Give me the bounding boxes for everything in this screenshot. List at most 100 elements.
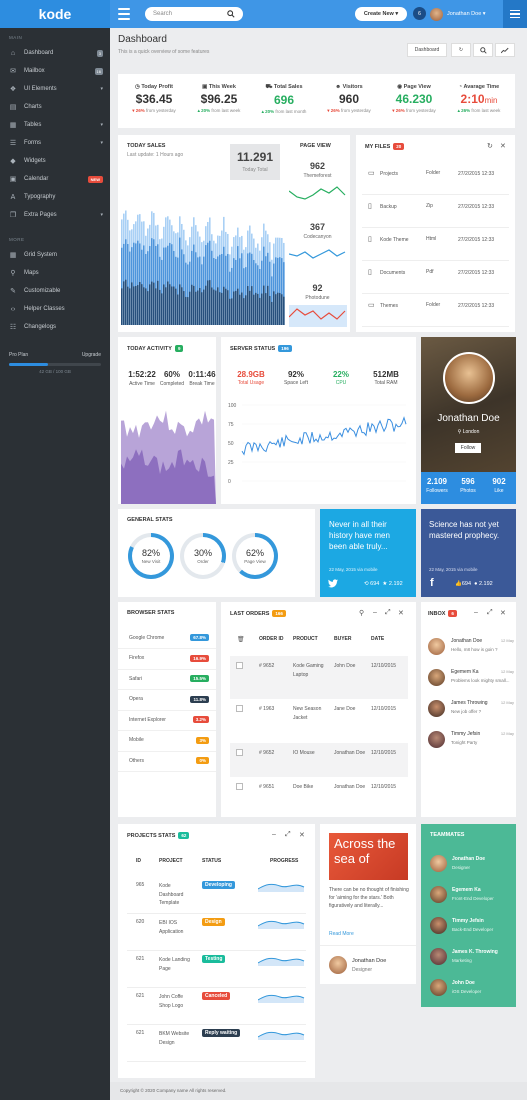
search-icon[interactable]: ⚲ bbox=[359, 610, 365, 617]
orders-header: ORDER ID bbox=[259, 636, 284, 642]
file-row[interactable]: ▯ Backup Zip 27/2/2015 12:33 bbox=[362, 198, 509, 228]
stat-unit: min bbox=[484, 96, 498, 105]
table-icon: ▦ bbox=[9, 122, 17, 129]
refresh-icon[interactable]: ↻ bbox=[487, 143, 493, 150]
sidebar-item-dashboard[interactable]: ⌂ Dashboard 3 bbox=[9, 46, 103, 60]
inbox-message[interactable]: Egemem Ka 12 May Problems look mighty smal… bbox=[428, 667, 514, 697]
minimize-icon[interactable]: – bbox=[272, 831, 276, 838]
expand-icon[interactable]: ⤢ bbox=[385, 609, 391, 616]
sidebar-item-mailbox[interactable]: ✉ Mailbox 16 bbox=[9, 64, 103, 78]
sidebar-item-extra-pages[interactable]: ❐ Extra Pages ▾ bbox=[9, 208, 103, 222]
sidebar-item-typography[interactable]: A Typography bbox=[9, 190, 103, 204]
sales-bar-mid bbox=[249, 252, 251, 325]
row-checkbox[interactable] bbox=[236, 749, 243, 756]
create-new-button[interactable]: Create New ▾ bbox=[355, 7, 407, 21]
app-logo[interactable]: kode bbox=[0, 0, 110, 28]
file-name: Kode Theme bbox=[380, 237, 409, 243]
file-row[interactable]: ▭ Projects Folder 27/2/2015 12:33 bbox=[362, 165, 509, 195]
close-icon[interactable]: ✕ bbox=[500, 610, 506, 617]
sidebar-item-charts[interactable]: ▤ Charts bbox=[9, 100, 103, 114]
sidebar-item-ui-elements[interactable]: ❖ UI Elements ▾ bbox=[9, 82, 103, 96]
browser-value: 67.8% bbox=[190, 634, 209, 641]
close-icon[interactable]: ✕ bbox=[299, 832, 305, 839]
table-row[interactable] bbox=[230, 743, 408, 777]
row-checkbox[interactable] bbox=[236, 662, 243, 669]
search-icon[interactable] bbox=[473, 43, 493, 57]
dashboard-button[interactable]: Dashboard bbox=[407, 43, 447, 57]
right-sidebar-toggle-icon[interactable] bbox=[503, 0, 527, 28]
teammate[interactable]: Jonathan Doe Designer bbox=[430, 854, 515, 880]
sales-bar-dark bbox=[145, 288, 147, 325]
teammate[interactable]: James K. Throwing Marketing bbox=[430, 947, 515, 973]
search-input[interactable]: Search bbox=[145, 7, 243, 21]
chart-icon[interactable] bbox=[495, 43, 515, 57]
teammate[interactable]: Egemem Ka Front-End Developer bbox=[430, 885, 515, 911]
minimize-icon[interactable]: – bbox=[373, 609, 377, 616]
row-checkbox[interactable] bbox=[236, 783, 243, 790]
refresh-icon[interactable]: ↻ bbox=[451, 43, 471, 57]
minimize-icon[interactable]: – bbox=[474, 609, 478, 616]
sidebar-item-tables[interactable]: ▦ Tables ▾ bbox=[9, 118, 103, 132]
tweet-text: Never in all their history have men been… bbox=[329, 520, 390, 552]
sales-bar-dark bbox=[209, 280, 211, 325]
notification-badge[interactable]: 6 bbox=[413, 7, 426, 20]
sales-bar-dark bbox=[281, 294, 283, 325]
file-row[interactable]: ▯ Kode Theme Html 27/2/2015 12:33 bbox=[362, 231, 509, 261]
chart-icon: ▤ bbox=[9, 104, 17, 111]
sidebar-item-label: Changelogs bbox=[24, 324, 57, 330]
projects-header: STATUS bbox=[202, 858, 222, 864]
order-buyer: Jane Doe bbox=[334, 706, 356, 712]
sales-bar-dark bbox=[159, 289, 161, 325]
sidebar-item-calendar[interactable]: ▣ Calendar NEW bbox=[9, 172, 103, 186]
sidebar-item-forms[interactable]: ☰ Forms ▾ bbox=[9, 136, 103, 150]
browser-row: Firefox 16.9% bbox=[118, 654, 216, 670]
upgrade-link[interactable]: Upgrade bbox=[81, 352, 101, 358]
avatar bbox=[428, 700, 445, 717]
sales-bar-dark bbox=[171, 286, 173, 325]
inbox-message[interactable]: Jonathan Doe 12 May Hello, m8 how is goin … bbox=[428, 636, 514, 666]
user-menu[interactable]: Jonathan Doe ▾ bbox=[430, 7, 486, 21]
close-icon[interactable]: ✕ bbox=[500, 143, 506, 150]
file-row[interactable]: ▯ Documents Pdf 27/2/2015 12:33 bbox=[362, 264, 509, 294]
sales-bar-mid bbox=[185, 262, 187, 325]
search-placeholder: Search bbox=[153, 11, 173, 17]
sales-bar-dark bbox=[207, 280, 209, 325]
plan-usage-bar bbox=[9, 363, 101, 366]
mail-icon: ✉ bbox=[10, 68, 16, 75]
expand-icon[interactable]: ⤢ bbox=[487, 609, 493, 616]
sidebar-item-maps[interactable]: ⚲ Maps bbox=[9, 266, 103, 280]
read-more-link[interactable]: Read More bbox=[329, 931, 354, 937]
sidebar-item-widgets[interactable]: ◆ Widgets bbox=[9, 154, 103, 168]
close-icon[interactable]: ✕ bbox=[398, 610, 404, 617]
today-sales-update: Last update: 1 Hours ago bbox=[127, 152, 184, 158]
sidebar-item-customizable[interactable]: ✎ Customizable bbox=[9, 284, 103, 298]
sidebar-heading-more: MORE bbox=[9, 237, 25, 242]
sidebar-item-helper-classes[interactable]: ‹› Helper Classes bbox=[9, 302, 103, 316]
file-row[interactable]: ▭ Themes Folder 27/2/2015 12:33 bbox=[362, 297, 509, 327]
inbox-message[interactable]: James Throwing 12 May New job offer ? bbox=[428, 698, 514, 728]
sales-bar-dark bbox=[211, 287, 213, 325]
table-row[interactable] bbox=[230, 777, 408, 811]
follow-button[interactable]: Follow bbox=[455, 443, 481, 453]
table-row[interactable] bbox=[230, 656, 408, 699]
expand-icon[interactable]: ⤢ bbox=[285, 831, 291, 838]
hamburger-menu-icon[interactable] bbox=[118, 8, 130, 20]
my-files-badge: 20 bbox=[393, 143, 405, 150]
inbox-message[interactable]: Timmy Jefsin 12 May Tonight Party bbox=[428, 729, 514, 759]
today-sales-card: TODAY SALES Last update: 1 Hours ago 11.… bbox=[118, 135, 350, 332]
inbox-time: 12 May bbox=[500, 731, 514, 736]
sales-bar-dark bbox=[229, 298, 231, 325]
sales-bar-dark bbox=[127, 286, 129, 325]
sales-bar-dark bbox=[247, 286, 249, 325]
order-product: Doe Bike bbox=[293, 784, 314, 790]
sidebar-item-changelogs[interactable]: ☷ Changelogs bbox=[9, 320, 103, 334]
table-row[interactable] bbox=[230, 699, 408, 743]
trash-icon[interactable]: 🗑 bbox=[237, 637, 245, 643]
chevron-down-icon: ▾ bbox=[395, 11, 399, 17]
sidebar-item-grid-system[interactable]: ▦ Grid System bbox=[9, 248, 103, 262]
row-checkbox[interactable] bbox=[236, 705, 243, 712]
sales-bar-dark bbox=[231, 298, 233, 325]
teammate[interactable]: Timmy Jefsin Back-End Developer bbox=[430, 916, 515, 942]
sparkline-path bbox=[258, 883, 305, 890]
teammate[interactable]: John Doe iOS Developer bbox=[430, 978, 515, 1004]
